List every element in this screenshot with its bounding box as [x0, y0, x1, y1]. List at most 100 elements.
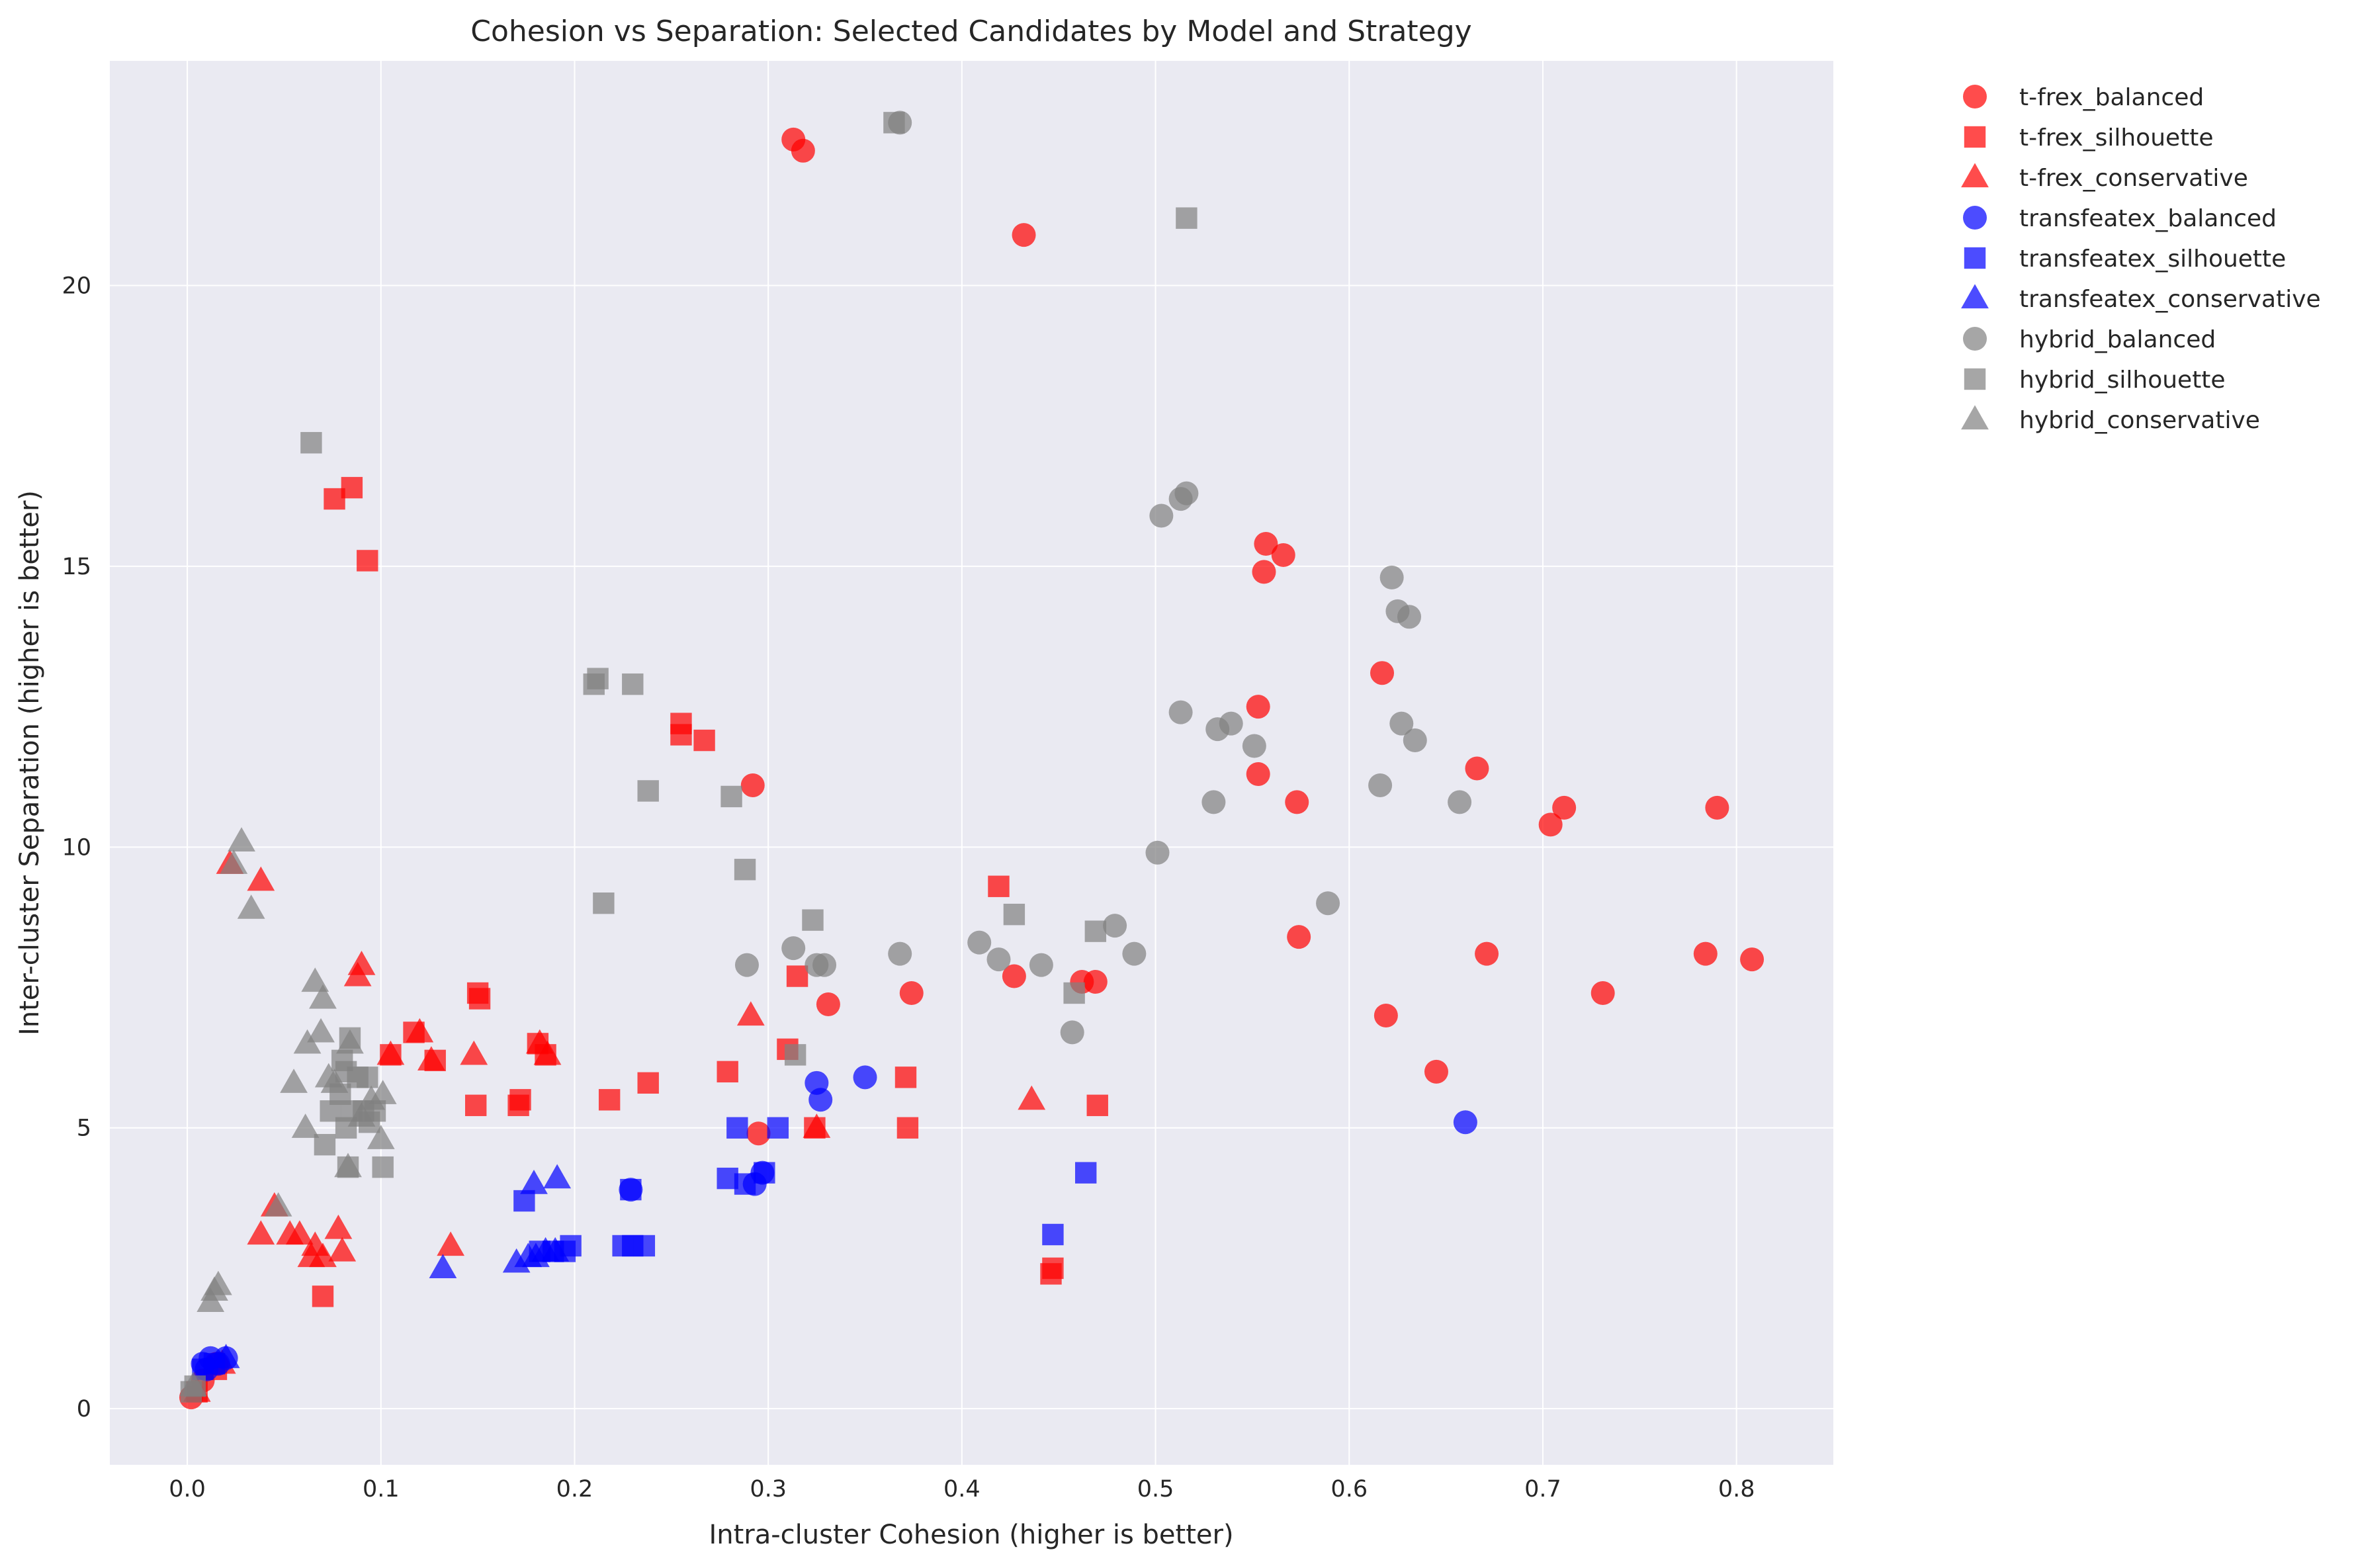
- legend-label: transfeatex_silhouette: [2019, 245, 2286, 273]
- data-points: [179, 110, 1765, 1410]
- data-point: [464, 1094, 487, 1116]
- data-point: [406, 1018, 434, 1043]
- data-point: [291, 1113, 320, 1138]
- x-tick-label: 0.3: [750, 1476, 787, 1503]
- data-point: [312, 1285, 334, 1307]
- y-tick-label: 20: [62, 273, 91, 300]
- x-tick-label: 0.1: [363, 1476, 400, 1503]
- data-point: [1285, 790, 1309, 814]
- data-point: [717, 1061, 738, 1083]
- data-point: [1373, 1003, 1398, 1027]
- data-point: [803, 1113, 831, 1138]
- legend-item: transfeatex_conservative: [1961, 284, 2321, 313]
- data-point: [1591, 981, 1615, 1006]
- data-point: [986, 947, 1011, 972]
- data-point: [228, 827, 255, 851]
- x-tick-label: 0.6: [1330, 1476, 1368, 1503]
- data-point: [791, 138, 815, 163]
- data-point: [507, 1094, 529, 1116]
- data-point: [1003, 903, 1025, 926]
- data-point: [1465, 756, 1489, 781]
- data-point: [1219, 711, 1243, 736]
- series-transfeatex_conservative: [212, 1164, 572, 1368]
- legend-item: t-frex_balanced: [1963, 84, 2204, 111]
- legend-marker: [1961, 163, 1989, 188]
- data-point: [247, 866, 275, 891]
- x-tick-label: 0.7: [1524, 1476, 1561, 1503]
- data-point: [1740, 947, 1765, 972]
- data-point: [320, 1068, 349, 1093]
- data-point: [533, 1040, 562, 1065]
- data-point: [212, 1344, 240, 1368]
- data-point: [736, 1001, 765, 1026]
- data-point: [460, 1040, 488, 1065]
- data-point: [1368, 773, 1393, 797]
- data-point: [1242, 734, 1266, 758]
- legend-marker: [1961, 284, 1989, 309]
- legend-label: transfeatex_balanced: [2019, 205, 2277, 232]
- plot-area: [110, 61, 1833, 1465]
- data-point: [816, 992, 840, 1016]
- data-point: [1424, 1059, 1448, 1084]
- data-point: [812, 953, 837, 977]
- data-point: [899, 981, 924, 1006]
- data-point: [720, 785, 742, 808]
- data-point: [1084, 920, 1107, 942]
- data-point: [734, 859, 756, 881]
- data-point: [1475, 941, 1499, 966]
- data-point: [734, 1173, 756, 1195]
- data-point: [336, 1029, 364, 1054]
- data-point: [1448, 790, 1472, 814]
- data-point: [808, 1088, 833, 1112]
- data-point: [247, 1220, 275, 1245]
- data-point: [357, 550, 378, 572]
- data-point: [307, 1018, 335, 1043]
- legend-label: hybrid_silhouette: [2019, 367, 2226, 394]
- data-point: [1552, 795, 1577, 820]
- legend-label: transfeatex_conservative: [2019, 286, 2321, 313]
- data-point: [1145, 840, 1170, 865]
- data-point: [1074, 1162, 1097, 1184]
- data-point: [1103, 914, 1127, 938]
- series-t-frex_balanced: [179, 127, 1765, 1410]
- data-point: [754, 1162, 775, 1184]
- data-point: [1705, 795, 1729, 820]
- data-point: [786, 965, 808, 987]
- data-point: [988, 875, 1010, 897]
- data-point: [1379, 565, 1404, 589]
- x-tick-label: 0.0: [169, 1476, 206, 1503]
- legend-marker: [1963, 327, 1987, 351]
- data-point: [1246, 762, 1270, 786]
- legend-item: hybrid_balanced: [1963, 326, 2216, 353]
- legend-item: hybrid_conservative: [1961, 405, 2260, 434]
- data-point: [468, 988, 491, 1010]
- data-point: [376, 1040, 405, 1065]
- data-point: [309, 984, 337, 1009]
- data-point: [888, 941, 912, 966]
- data-point: [734, 953, 759, 977]
- legend-marker: [1961, 405, 1989, 430]
- legend-marker: [1963, 206, 1987, 230]
- legend-item: t-frex_conservative: [1961, 163, 2248, 192]
- data-point: [1254, 531, 1278, 556]
- x-tick-label: 0.5: [1137, 1476, 1174, 1503]
- x-tick-label: 0.4: [943, 1476, 981, 1503]
- data-point: [1246, 695, 1270, 719]
- data-point: [417, 1046, 445, 1070]
- legend-label: t-frex_silhouette: [2019, 124, 2214, 152]
- data-point: [637, 1072, 659, 1094]
- data-point: [1403, 728, 1427, 753]
- data-point: [1083, 970, 1108, 994]
- y-axis-label: Inter-cluster Separation (higher is bett…: [15, 490, 45, 1035]
- data-point: [1002, 964, 1026, 988]
- data-point: [622, 673, 644, 695]
- data-point: [328, 1237, 357, 1262]
- data-point: [1176, 207, 1198, 229]
- x-axis-label: Intra-cluster Cohesion (higher is better…: [709, 1520, 1233, 1550]
- data-point: [324, 488, 345, 510]
- data-point: [541, 1237, 570, 1262]
- data-point: [367, 1125, 395, 1149]
- y-tick-label: 5: [77, 1115, 91, 1142]
- data-point: [1149, 503, 1174, 528]
- data-point: [1168, 700, 1193, 724]
